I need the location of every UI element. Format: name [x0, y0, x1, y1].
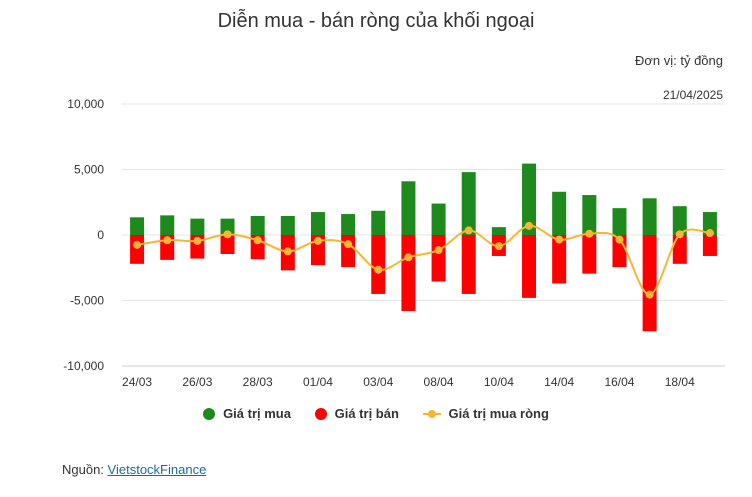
bar-buy: [582, 195, 597, 235]
net-point: [434, 246, 443, 255]
net-point: [615, 235, 624, 244]
bar-buy: [672, 206, 687, 235]
bar-sell: [522, 235, 537, 298]
bar-buy: [522, 163, 537, 235]
net-point: [193, 236, 202, 245]
source-label: Nguồn:: [62, 462, 104, 477]
x-tick-label: 14/04: [544, 375, 574, 389]
bar-layer: [130, 163, 717, 332]
bar-buy: [250, 216, 265, 235]
source-credit: Nguồn: VietstockFinance: [62, 462, 206, 477]
x-tick-label: 08/04: [424, 375, 454, 389]
net-point: [133, 240, 142, 249]
bar-buy: [552, 191, 567, 235]
chart-svg: -10,000 -5,000 0 5,000 10,000 24/03 26/03 28/03…: [63, 88, 725, 389]
net-point: [675, 230, 684, 239]
bar-sell: [341, 235, 356, 268]
net-point: [223, 230, 232, 239]
net-point: [163, 236, 172, 245]
bar-buy: [612, 208, 627, 235]
bar-buy: [280, 216, 295, 235]
bar-sell: [130, 235, 145, 264]
bar-sell: [461, 235, 476, 294]
legend-sell-marker: [314, 407, 327, 420]
legend-sell-label: Giá trị bán: [334, 406, 399, 421]
bar-buy: [491, 227, 506, 235]
x-tick-label: 03/04: [363, 375, 393, 389]
bar-sell: [702, 235, 717, 256]
unit-label: Đơn vị: tỷ đồng: [634, 53, 723, 68]
y-tick-label: -10,000: [63, 359, 104, 373]
bar-buy: [702, 212, 717, 235]
x-tick-label: 10/04: [484, 375, 514, 389]
bar-buy: [401, 181, 416, 235]
bar-sell: [552, 235, 567, 284]
y-tick-label: 0: [97, 228, 104, 242]
bar-buy: [220, 218, 235, 235]
bar-sell: [371, 235, 386, 294]
bar-buy: [190, 218, 205, 235]
legend: Giá trị mua Giá trị bán Giá trị mua ròng: [0, 406, 752, 423]
y-tick-label: -5,000: [70, 294, 104, 308]
bar-buy: [642, 198, 657, 235]
bar-buy: [461, 172, 476, 235]
bar-buy: [130, 217, 145, 235]
legend-buy-marker: [203, 407, 216, 420]
y-tick-label: 10,000: [67, 97, 104, 111]
x-tick-label: 01/04: [303, 375, 333, 389]
bar-buy: [431, 203, 446, 235]
bar-buy: [341, 214, 356, 235]
legend-item-buy[interactable]: Giá trị mua: [203, 406, 291, 421]
net-point: [645, 290, 654, 299]
net-point: [344, 240, 353, 249]
date-annotation: 21/04/2025: [663, 88, 723, 102]
net-point: [313, 236, 322, 245]
x-tick-label: 16/04: [604, 375, 634, 389]
net-point: [464, 226, 473, 235]
legend-net-marker: [422, 408, 441, 420]
x-tick-label: 18/04: [665, 375, 695, 389]
bar-buy: [371, 210, 386, 235]
net-point: [525, 221, 534, 230]
grid-layer: [122, 103, 725, 367]
net-point: [705, 229, 714, 238]
bar-buy: [160, 215, 175, 235]
x-tick-label: 24/03: [122, 375, 152, 389]
chart-title: Diễn mua - bán ròng của khối ngoại: [217, 10, 535, 32]
bar-sell: [582, 235, 597, 274]
legend-item-net[interactable]: Giá trị mua ròng: [422, 406, 549, 421]
legend-buy-label: Giá trị mua: [223, 406, 291, 421]
legend-item-sell[interactable]: Giá trị bán: [314, 406, 399, 421]
net-point: [283, 247, 292, 256]
bar-sell: [642, 235, 657, 332]
y-tick-label: 5,000: [74, 163, 104, 177]
bar-sell: [672, 235, 687, 264]
bar-sell: [220, 235, 235, 254]
line-layer: [133, 221, 714, 299]
source-link[interactable]: VietstockFinance: [107, 462, 207, 477]
x-tick-label: 26/03: [182, 375, 212, 389]
net-point: [494, 242, 503, 251]
net-point: [404, 253, 413, 262]
net-point: [253, 236, 262, 245]
net-point: [555, 235, 564, 244]
x-tick-label: 28/03: [243, 375, 273, 389]
bar-sell: [431, 235, 446, 282]
net-point: [374, 265, 383, 274]
bar-buy: [310, 212, 325, 235]
bar-sell: [401, 235, 416, 311]
net-point: [585, 229, 594, 238]
axis-layer: -10,000 -5,000 0 5,000 10,000 24/03 26/03 28/03…: [63, 97, 725, 389]
legend-net-label: Giá trị mua ròng: [448, 406, 549, 421]
